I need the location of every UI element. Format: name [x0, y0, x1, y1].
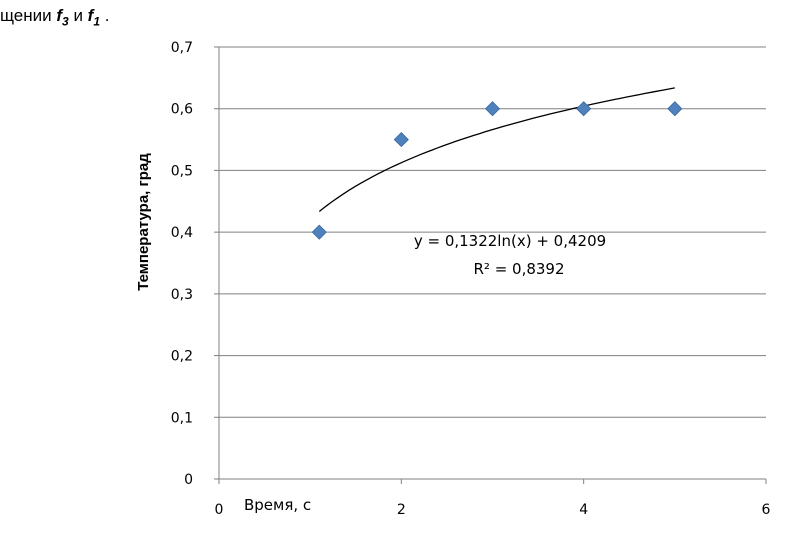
caption-suffix: .: [100, 6, 110, 25]
data-point: [311, 224, 327, 240]
x-tick-label: 4: [579, 502, 588, 518]
x-tick-label: 2: [397, 502, 406, 518]
trendline-r2: R² = 0,8392: [473, 260, 564, 278]
caption-mid: и: [68, 6, 88, 25]
caption-prefix: щении: [0, 6, 57, 25]
caption-text: щении f3 и f1 .: [0, 6, 109, 28]
y-axis-label: Температура, град: [135, 153, 152, 291]
y-tick-label: 0,1: [171, 410, 193, 426]
data-point: [393, 132, 409, 148]
caption-var-f1: f1: [87, 6, 101, 29]
x-tick-label: 0: [215, 502, 224, 518]
data-points: [311, 101, 683, 240]
y-tick-label: 0: [184, 472, 193, 488]
caption-var-f3: f3: [56, 6, 69, 29]
trendline-equation: y = 0,1322ln(x) + 0,4209: [414, 232, 606, 250]
trendline: [318, 87, 675, 213]
y-tick-label: 0,3: [171, 287, 193, 303]
axes: [218, 47, 767, 484]
y-tick-labels: 0 0,1 0,2 0,3 0,4 0,5 0,6 0,7: [171, 40, 193, 488]
y-tick-label: 0,2: [171, 349, 193, 365]
data-point: [484, 101, 501, 117]
data-point: [667, 101, 683, 117]
y-tick-label: 0,5: [171, 163, 193, 179]
y-tick-label: 0,4: [171, 225, 193, 241]
y-tick-label: 0,7: [171, 40, 193, 56]
x-axis-label: Время, с: [244, 496, 311, 514]
x-tick-label: 6: [762, 502, 771, 518]
y-tick-label: 0,6: [171, 102, 193, 118]
x-tick-labels: 0 2 4 6: [215, 502, 771, 518]
grid-lines: [214, 46, 766, 480]
data-point: [576, 101, 592, 117]
